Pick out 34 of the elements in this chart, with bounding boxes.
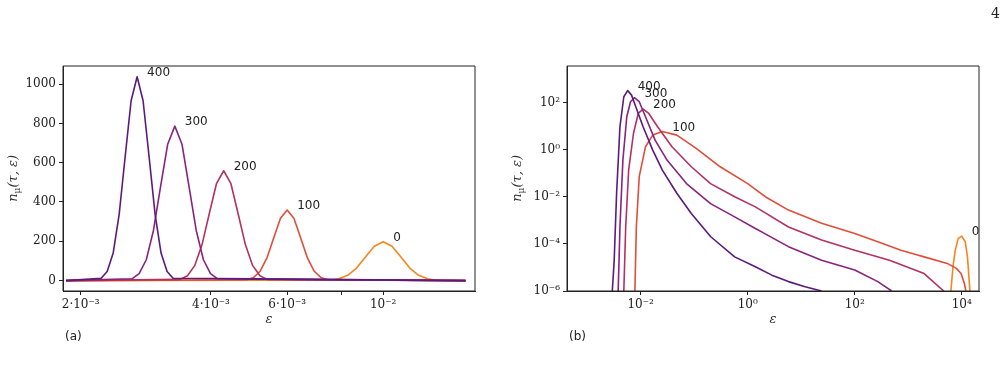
x-tick-label: 10⁰ [737,297,758,312]
y-tick-label: 10² [539,94,561,109]
text: (b) [569,329,586,344]
text: (a) [65,329,82,344]
series-label: 0 [393,229,401,244]
y-tick-label: 800 [33,115,56,130]
x-tick-label: 6·10⁻³ [268,297,307,312]
y-tick-label: 10⁰ [539,141,561,156]
series-label: 400 [147,64,171,79]
x-tick-label: 4·10⁻³ [192,297,231,312]
y-axis-title: nμ(τ, ε) [509,154,527,202]
series-label: 0 [971,224,980,239]
x-axis-title: ε [265,310,273,326]
x-tick-label: 10⁻² [369,297,397,312]
y-tick-label: 10⁻⁶ [533,283,561,298]
x-tick-label: 2·10⁻³ [61,297,100,312]
y-tick-label: 10⁻² [533,188,561,203]
y-axis-title: nμ(τ, ε) [5,154,23,202]
y-tick-label: 200 [33,233,56,248]
series-label: 200 [653,97,677,112]
y-tick-label: 0 [48,272,56,287]
x-tick-label: 10² [844,297,865,312]
series-label: 100 [297,198,321,213]
series-label: 200 [233,158,257,173]
y-tick-label: 1000 [25,76,56,91]
y-tick-label: 600 [33,154,56,169]
y-tick-label: 10⁻⁴ [533,235,561,250]
x-axis-title: ε [769,310,777,326]
text: 4 [991,4,1001,21]
series-label: 100 [672,119,696,134]
x-tick-label: 10⁻² [627,297,655,312]
x-tick-label: 10⁴ [951,297,972,312]
series-label: 300 [184,114,208,129]
y-tick-label: 400 [33,194,56,209]
